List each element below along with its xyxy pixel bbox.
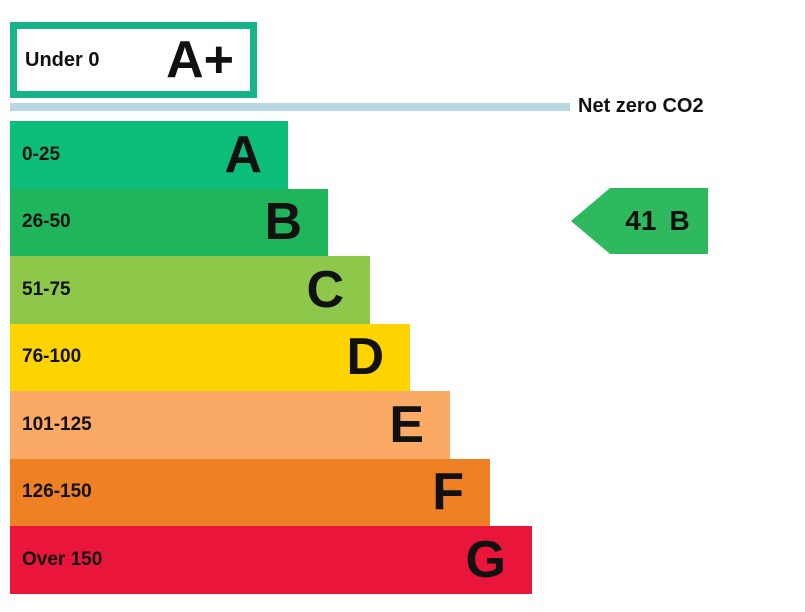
rating-bands: 0-25 A 26-50 B 51-75 C 76-100 D 101-125 … <box>10 121 532 594</box>
band-range-label: 51-75 <box>22 278 71 300</box>
net-zero-label: Net zero CO2 <box>578 95 704 117</box>
band-range-label: 126-150 <box>22 481 92 503</box>
band-range-label: 76-100 <box>22 346 82 368</box>
band-g: Over 150 G <box>10 526 532 594</box>
band-letter: G <box>465 530 506 589</box>
band-e: 101-125 E <box>10 391 450 459</box>
current-rating-pointer: 41 B <box>571 188 708 254</box>
band-letter: E <box>389 395 424 454</box>
band-a-plus: Under 0 A+ <box>10 22 257 98</box>
band-letter: A <box>224 125 262 184</box>
net-zero-line <box>10 103 570 111</box>
band-range-label: Under 0 <box>25 48 100 71</box>
band-letter: B <box>264 193 302 252</box>
band-letter: C <box>306 260 344 319</box>
band-letter: F <box>432 463 464 522</box>
band-d: 76-100 D <box>10 323 410 391</box>
band-letter: A+ <box>166 31 234 89</box>
band-c: 51-75 C <box>10 256 370 324</box>
band-range-label: Over 150 <box>22 548 103 570</box>
band-f: 126-150 F <box>10 458 490 526</box>
band-range-label: 26-50 <box>22 211 71 233</box>
band-letter: D <box>346 328 384 387</box>
current-rating-value: 41 <box>625 205 657 236</box>
band-a: 0-25 A <box>10 121 288 189</box>
band-range-label: 0-25 <box>22 143 61 165</box>
current-rating-band: B <box>669 205 690 236</box>
band-range-label: 101-125 <box>22 413 92 435</box>
band-b: 26-50 B <box>10 188 328 256</box>
